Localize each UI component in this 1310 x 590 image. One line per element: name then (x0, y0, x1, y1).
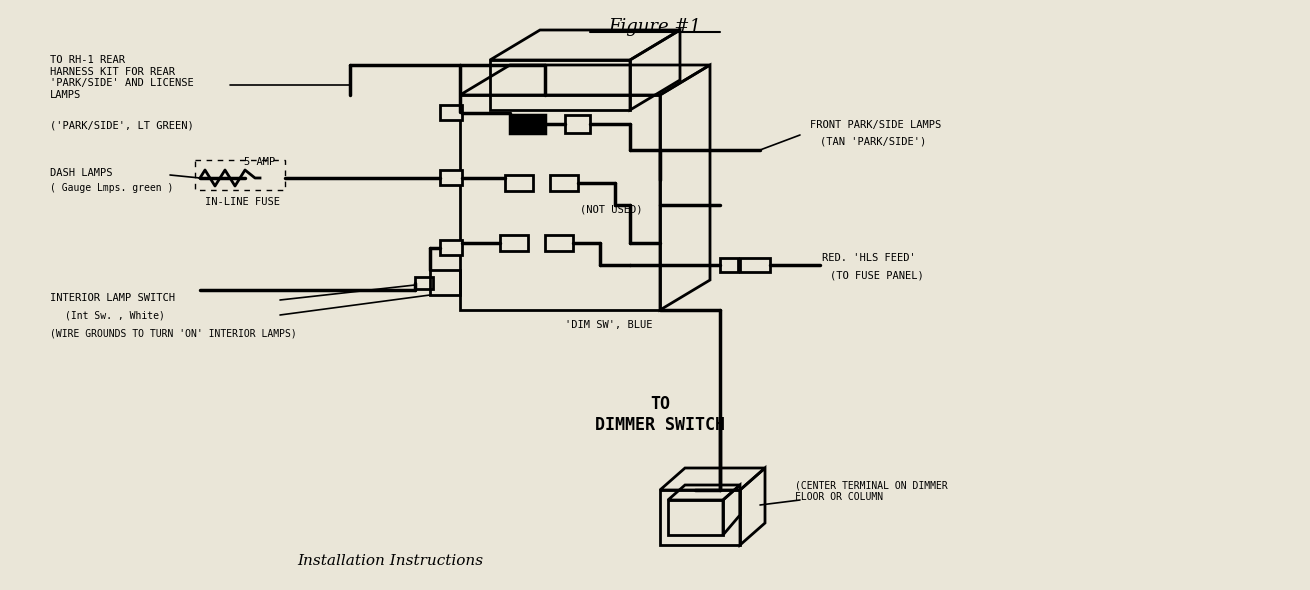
Bar (195, 160, 286, 190)
Text: 5 AMP: 5 AMP (245, 157, 275, 167)
Bar (545, 235, 572, 251)
Bar (510, 115, 545, 133)
Text: Figure #1: Figure #1 (609, 18, 701, 36)
Text: IN-LINE FUSE: IN-LINE FUSE (204, 197, 280, 207)
Bar (740, 258, 770, 272)
Text: RED. 'HLS FEED': RED. 'HLS FEED' (821, 253, 916, 263)
Bar (565, 115, 590, 133)
Bar (460, 95, 660, 310)
Text: INTERIOR LAMP SWITCH: INTERIOR LAMP SWITCH (50, 293, 176, 303)
Bar (430, 270, 460, 295)
Bar (504, 175, 533, 191)
Bar (660, 490, 740, 545)
Text: (Int Sw. , White): (Int Sw. , White) (66, 310, 165, 320)
Text: ('PARK/SIDE', LT GREEN): ('PARK/SIDE', LT GREEN) (50, 120, 194, 130)
Text: DASH LAMPS: DASH LAMPS (50, 168, 113, 178)
Text: 'DIM SW', BLUE: 'DIM SW', BLUE (565, 320, 652, 330)
Text: (WIRE GROUNDS TO TURN 'ON' INTERIOR LAMPS): (WIRE GROUNDS TO TURN 'ON' INTERIOR LAMP… (50, 328, 297, 338)
Text: TO
DIMMER SWITCH: TO DIMMER SWITCH (595, 395, 724, 434)
Text: (CENTER TERMINAL ON DIMMER
FLOOR OR COLUMN: (CENTER TERMINAL ON DIMMER FLOOR OR COLU… (795, 480, 947, 502)
Bar (440, 240, 462, 255)
Text: Installation Instructions: Installation Instructions (297, 554, 483, 568)
Text: (TAN 'PARK/SIDE'): (TAN 'PARK/SIDE') (820, 137, 926, 147)
Text: TO RH-1 REAR
HARNESS KIT FOR REAR
'PARK/SIDE' AND LICENSE
LAMPS: TO RH-1 REAR HARNESS KIT FOR REAR 'PARK/… (50, 55, 194, 100)
Text: (TO FUSE PANEL): (TO FUSE PANEL) (831, 270, 924, 280)
Bar (440, 105, 462, 120)
Text: (NOT USED): (NOT USED) (580, 205, 642, 215)
Bar (550, 175, 578, 191)
Text: FRONT PARK/SIDE LAMPS: FRONT PARK/SIDE LAMPS (810, 120, 942, 130)
Bar (500, 235, 528, 251)
Bar (721, 258, 738, 272)
Bar (490, 60, 630, 110)
Text: ( Gauge Lmps. green ): ( Gauge Lmps. green ) (50, 183, 173, 193)
Bar (440, 170, 462, 185)
Bar (668, 500, 723, 535)
Bar (415, 277, 434, 289)
